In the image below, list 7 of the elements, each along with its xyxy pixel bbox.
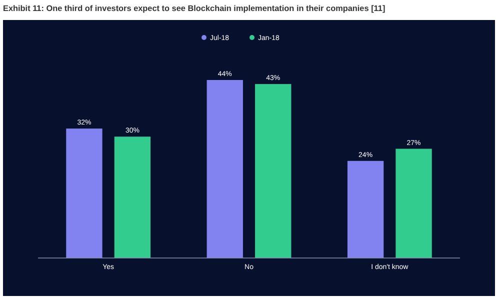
bar — [66, 128, 102, 258]
bar — [114, 136, 151, 258]
bar — [255, 84, 292, 258]
chart-title: Exhibit 11: One third of investors expect to see Blockchain implementation in their companies [11] — [3, 4, 386, 13]
bar — [206, 80, 243, 258]
bar — [347, 160, 384, 258]
bar — [396, 148, 432, 258]
